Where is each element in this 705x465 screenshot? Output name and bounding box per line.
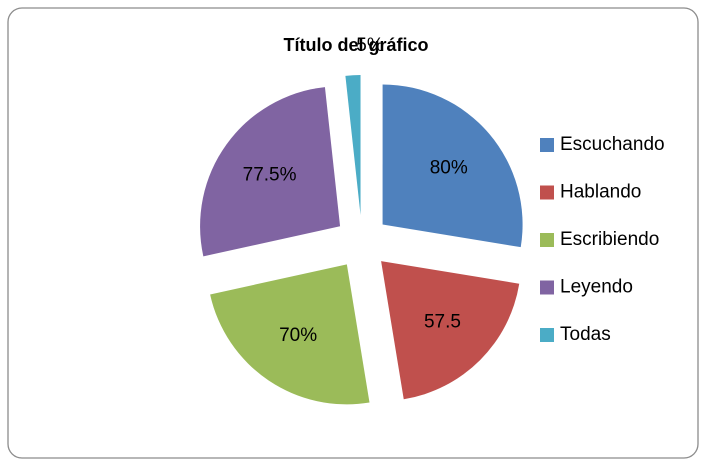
data-label: 70% xyxy=(279,325,317,346)
legend-label: Hablando xyxy=(560,182,641,203)
data-label: 5% xyxy=(356,35,384,56)
legend-label: Escuchando xyxy=(560,134,665,155)
chart-title: Título del gráfico xyxy=(283,35,428,55)
legend-swatch xyxy=(540,328,554,342)
pie-slice xyxy=(382,84,523,248)
legend-swatch xyxy=(540,138,554,152)
pie-slice xyxy=(345,75,361,216)
legend-swatch xyxy=(540,185,554,200)
legend-swatch xyxy=(540,233,554,247)
data-label: 77.5% xyxy=(243,165,297,186)
chart-frame xyxy=(7,7,699,459)
legend-label: Leyendo xyxy=(560,277,633,298)
pie-slice xyxy=(381,261,520,400)
pie-slice xyxy=(200,87,341,257)
pie-slice xyxy=(210,264,370,405)
legend-label: Escribiendo xyxy=(560,229,659,250)
data-label: 80% xyxy=(430,157,468,178)
data-label: 57.5 xyxy=(424,311,461,332)
legend-label: Todas xyxy=(560,324,611,345)
legend-swatch xyxy=(540,280,554,295)
